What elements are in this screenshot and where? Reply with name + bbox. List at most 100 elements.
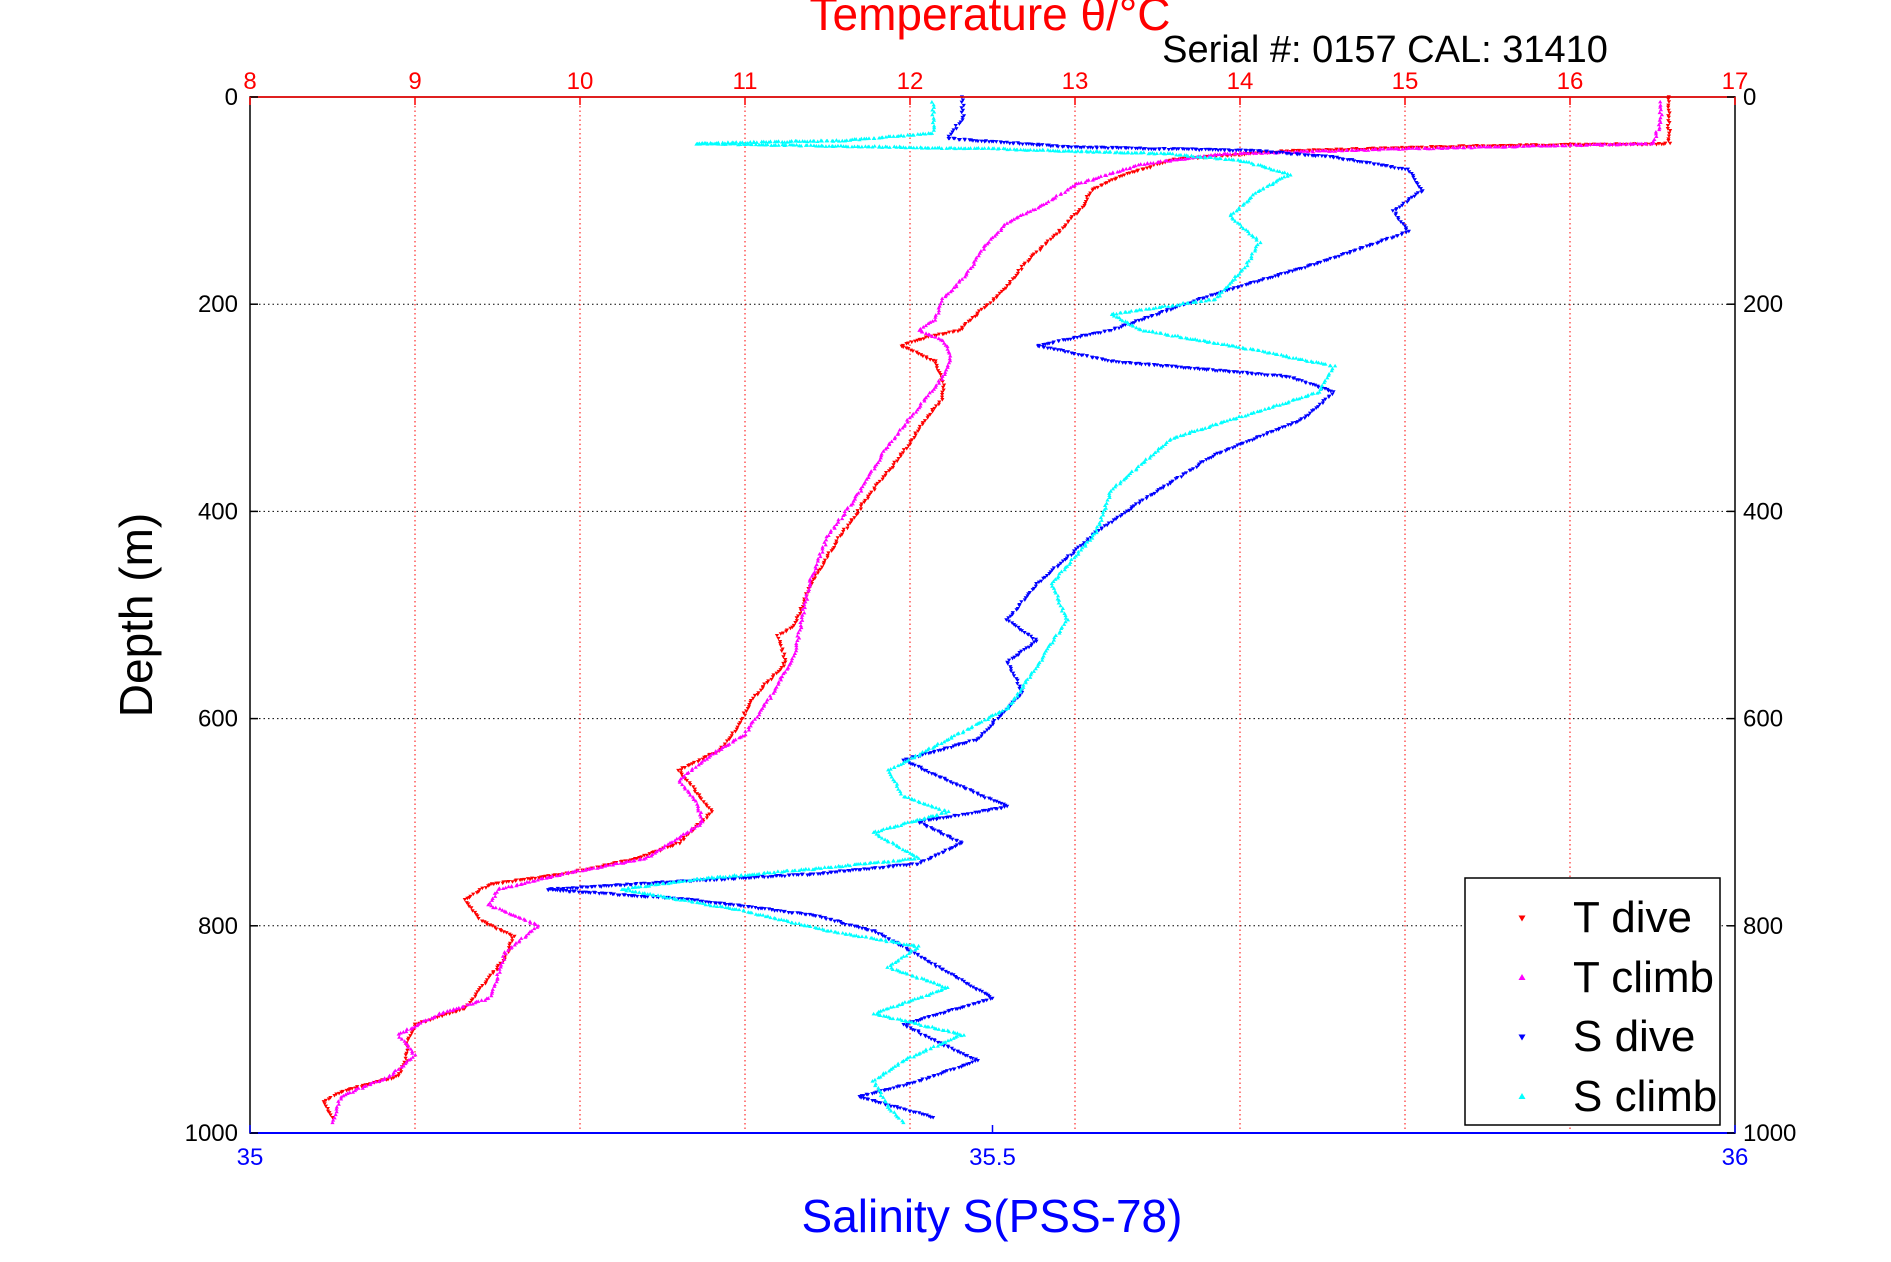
s-dive-point [944,778,950,783]
t-dive-point [904,446,909,451]
s-dive-point [1315,262,1320,266]
s-dive-point [1352,159,1357,163]
s-dive-point [1137,501,1142,506]
t-climb-point [379,1078,385,1082]
t-climb-point [740,733,745,738]
t-dive-point [975,311,980,316]
t-dive-point [976,309,982,314]
t-dive-point [480,983,485,988]
s-climb-point [1239,224,1244,229]
s-climb-point [1117,315,1122,320]
s-dive-point [901,863,906,868]
s-dive-point [996,800,1001,805]
t-dive-point [1083,200,1089,204]
s-climb-point [840,930,845,935]
t-climb-point [954,284,959,289]
s-dive-point [1164,309,1169,314]
s-dive-point [948,836,953,840]
s-climb-point [686,878,692,883]
s-climb-point [881,1013,886,1018]
s-dive-point [856,925,861,930]
s-climb-point [808,924,813,928]
s-dive-point [990,722,996,727]
s-climb-point [1253,191,1258,195]
s-dive-point [714,901,719,906]
t-climb-point [677,780,682,784]
s-climb-point [1265,184,1270,188]
t-climb-point [1568,143,1573,147]
s-climb-point [849,932,854,937]
t-climb-point [1461,145,1466,150]
s-climb-point [720,142,726,146]
t-climb-point [1237,151,1242,156]
s-climb-point [945,1038,951,1043]
t-climb-point [1208,153,1214,157]
t-climb-point [607,862,612,867]
s-dive-point [854,924,859,929]
s-dive-point [1088,332,1093,337]
s-dive-point [1008,665,1013,669]
t-climb-point [806,589,811,593]
t-climb-point [905,419,910,424]
s-dive-point [1331,156,1336,160]
s-climb-point [1153,305,1158,310]
s-climb-point [948,145,954,150]
s-dive-point [1126,146,1131,150]
t-climb-point [522,881,527,885]
s-dive-point [1261,433,1266,438]
s-climb-point [773,916,778,921]
s-dive-point [944,1069,950,1073]
y-tick-label: 600 [198,706,238,733]
s-dive-point [951,1048,957,1053]
s-dive-point [1010,611,1015,615]
s-dive-point [922,1016,927,1020]
t-dive-point [979,307,984,312]
t-climb-point [406,1057,412,1062]
t-dive-point [900,451,906,455]
s-dive-point [1071,551,1076,556]
t-climb-point [667,840,673,845]
s-climb-point [1154,330,1159,335]
s-climb-point [1232,277,1238,281]
t-dive-point [1043,242,1048,247]
s-dive-point [932,828,937,833]
s-climb-point [1212,155,1218,160]
t-dive-point [798,607,803,611]
t-climb-point [783,670,788,674]
t-climb-point [807,583,813,588]
s-climb-point [1083,542,1088,546]
s-climb-point [1277,177,1282,181]
s-climb-point [1050,640,1055,645]
s-climb-point [1232,219,1238,223]
s-dive-point [1204,458,1209,462]
t-dive-point [781,661,786,666]
t-climb-point [945,365,950,369]
s-climb-point [1227,417,1233,422]
t-climb-point [527,929,533,934]
s-dive-point [786,911,791,915]
t-dive-point [1140,167,1145,172]
t-dive-point [700,757,706,762]
s-dive-point [1041,345,1046,350]
t-climb-point [836,517,841,522]
t-dive-point [1007,282,1012,286]
s-climb-point [993,712,998,716]
t-dive-point [1666,97,1671,102]
t-dive-point [484,978,490,982]
s-dive-point [1398,220,1403,224]
s-dive-point [979,734,984,739]
s-climb-point [824,138,829,143]
t-climb-point [334,1107,339,1111]
t-climb-point [800,618,805,622]
s-dive-point [609,884,614,888]
t-dive-point [841,527,846,532]
s-climb-point [633,889,638,894]
s-climb-point [899,955,904,960]
s-dive-point [859,926,865,931]
s-dive-point [1339,253,1344,257]
s-climb-point [939,741,944,745]
s-climb-point [1057,149,1062,153]
t-climb-point [610,862,616,867]
t-climb-point [877,458,882,462]
s-dive-point [1023,596,1028,600]
